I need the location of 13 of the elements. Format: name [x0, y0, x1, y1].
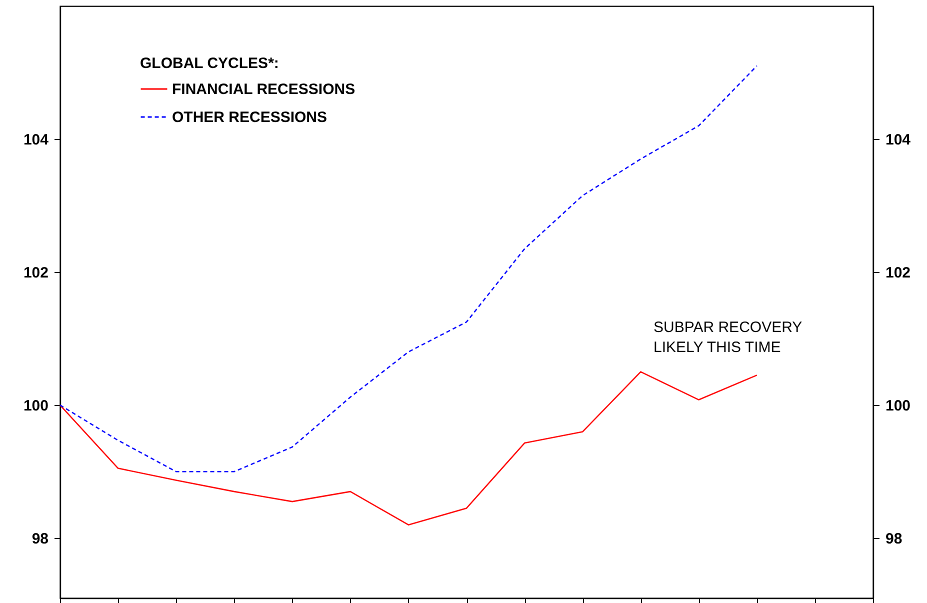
annotation: SUBPAR RECOVERY LIKELY THIS TIME — [653, 318, 802, 356]
legend-label: FINANCIAL RECESSIONS — [172, 81, 356, 98]
y-tick-label: 100 — [23, 398, 48, 415]
legend-title: GLOBAL CYCLES*: — [140, 55, 279, 72]
line-series — [59, 371, 758, 526]
y2-tick-label: 102 — [886, 264, 911, 282]
y2-tick-label: 104 — [886, 132, 912, 149]
y2-tick-label: 98 — [886, 530, 902, 548]
y-tick-label: 104 — [23, 132, 50, 149]
y-tick-label: 102 — [23, 264, 48, 282]
y2-tick-label: 100 — [886, 398, 911, 415]
y-tick-label: 98 — [32, 530, 48, 548]
legend-label: OTHER RECESSIONS — [172, 109, 328, 126]
